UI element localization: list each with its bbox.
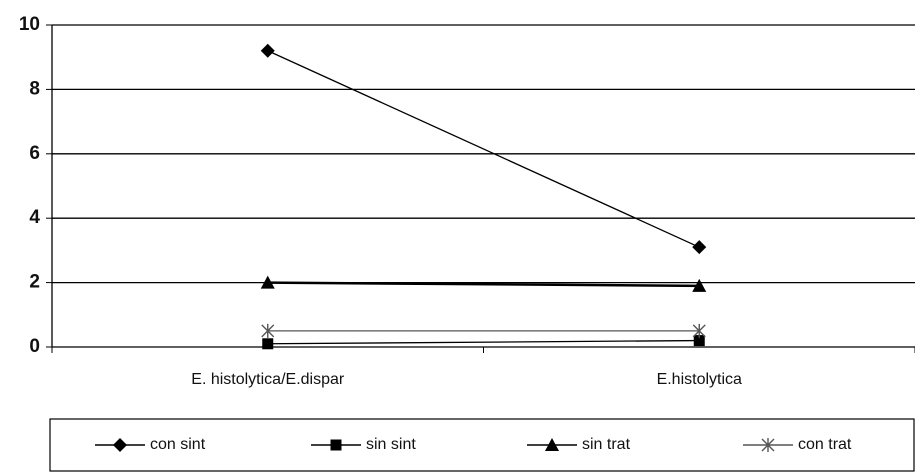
y-tick-label: 10	[19, 14, 40, 35]
series-line	[267, 339, 700, 345]
x-tick-label: E.histolytica	[657, 371, 742, 388]
series-line	[267, 50, 700, 248]
legend-box	[49, 418, 915, 472]
legend-label: sin sint	[366, 436, 416, 453]
point	[693, 335, 705, 347]
point	[260, 275, 275, 289]
y-tick-label: 6	[29, 143, 40, 164]
point	[262, 338, 274, 350]
point	[692, 323, 706, 338]
y-tick-label: 4	[29, 207, 40, 228]
point	[692, 240, 707, 255]
legend-label: con trat	[798, 436, 852, 453]
legend-marker	[330, 439, 342, 451]
legend-marker	[761, 438, 775, 452]
legend-marker	[545, 438, 559, 451]
point	[260, 43, 275, 58]
y-tick-label: 2	[29, 272, 40, 293]
legend-marker	[113, 438, 127, 452]
point	[261, 323, 275, 338]
y-tick-label: 0	[29, 336, 40, 357]
legend-label: con sint	[150, 436, 206, 453]
x-tick-label: E. histolytica/E.dispar	[191, 371, 345, 388]
legend-label: sin trat	[582, 436, 631, 453]
y-tick-label: 8	[29, 78, 40, 99]
point	[692, 278, 707, 292]
series-line	[267, 281, 700, 288]
